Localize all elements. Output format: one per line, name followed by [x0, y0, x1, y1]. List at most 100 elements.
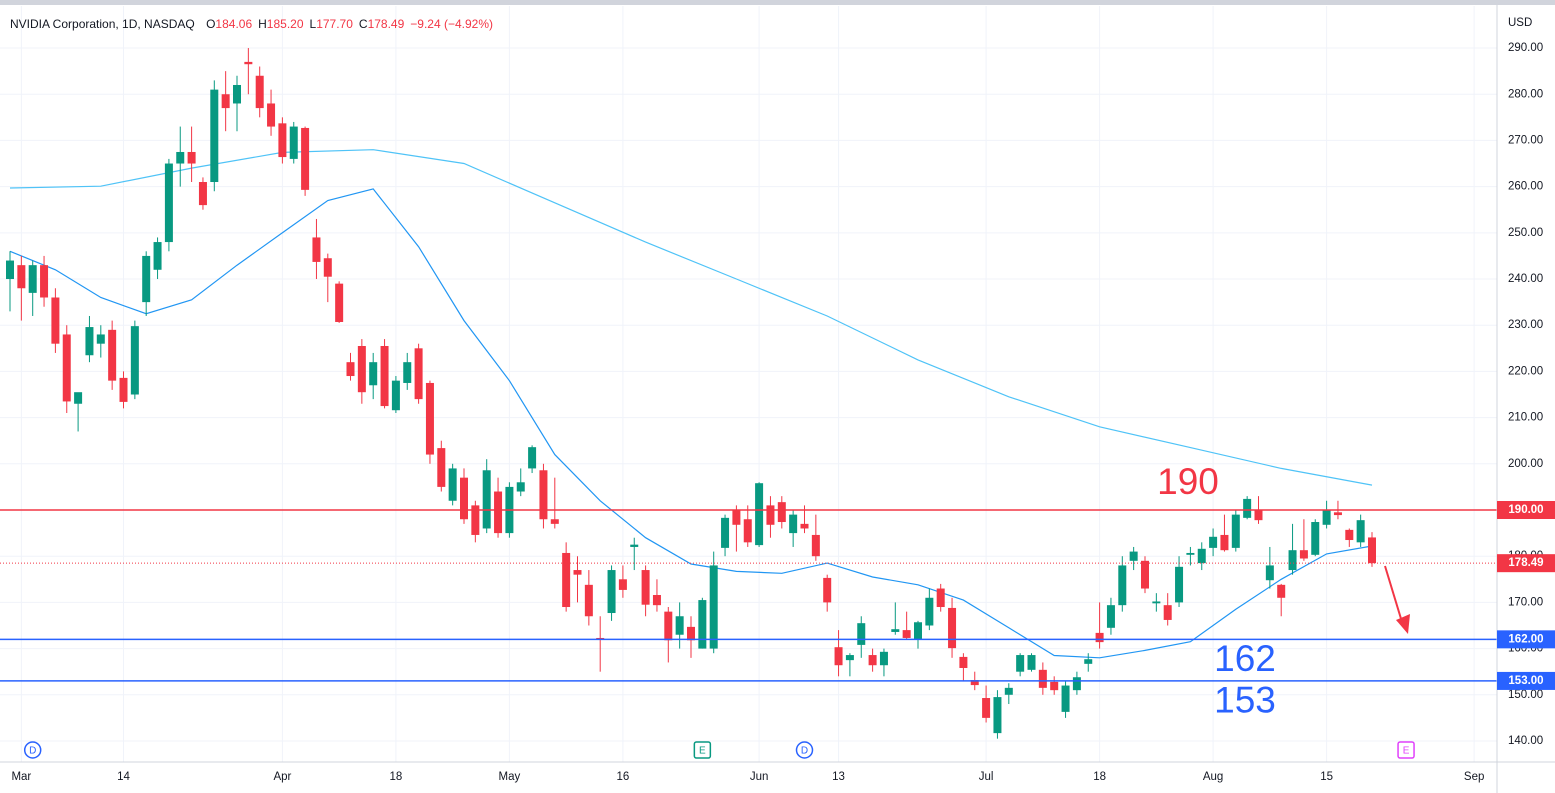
- last-price-label: 178.49: [1508, 557, 1543, 569]
- price-label-box: [1497, 671, 1555, 690]
- quote-key: H: [258, 17, 267, 31]
- candle-body: [732, 510, 741, 525]
- candle-body: [1175, 566, 1184, 603]
- candle-body: [96, 334, 105, 344]
- candle-body: [289, 126, 298, 159]
- candle-body: [1197, 548, 1206, 564]
- candle-body: [834, 647, 843, 666]
- candle-body: [1277, 584, 1286, 598]
- candle-body: [414, 348, 423, 400]
- change: −9.24 (−4.92%): [410, 17, 493, 31]
- candle-body: [1027, 655, 1036, 670]
- x-tick-label: Aug: [1203, 771, 1223, 783]
- candle-body: [1322, 510, 1331, 525]
- x-tick-label: 15: [1320, 771, 1333, 783]
- candle-body: [1356, 520, 1365, 543]
- quote-value: 177.70: [316, 17, 353, 31]
- candle-body: [62, 334, 71, 402]
- candle-body: [857, 623, 866, 645]
- event-label: D: [801, 746, 808, 757]
- candle-body: [471, 505, 480, 535]
- candle-body: [403, 362, 412, 383]
- candle-body: [1004, 687, 1013, 695]
- candle-body: [550, 519, 559, 524]
- quote-value: 178.49: [368, 17, 405, 31]
- candle-body: [936, 588, 945, 608]
- candle-body: [130, 326, 139, 395]
- candle-body: [119, 377, 128, 402]
- candle-body: [1152, 601, 1161, 604]
- event-label: E: [699, 746, 706, 757]
- quote-value: 184.06: [215, 17, 252, 31]
- candle-body: [255, 75, 264, 109]
- candle-body: [425, 382, 434, 455]
- candle-body: [652, 595, 661, 606]
- candle-body: [176, 151, 185, 164]
- candle-body: [789, 514, 798, 534]
- y-tick-label: 170.00: [1508, 596, 1543, 608]
- candle-body: [516, 482, 525, 492]
- candle-body: [1118, 565, 1127, 606]
- candle-body: [1254, 510, 1263, 521]
- candle-body: [755, 483, 764, 546]
- candle-body: [1016, 655, 1025, 672]
- candle-body: [153, 242, 162, 270]
- candle-body: [369, 362, 378, 386]
- candle-body: [562, 552, 571, 608]
- candle-body: [868, 655, 877, 666]
- candle-body: [993, 697, 1002, 734]
- candle-body: [85, 327, 94, 356]
- candle-body: [1050, 681, 1059, 691]
- candle-body: [164, 163, 173, 243]
- candle-body: [1141, 560, 1149, 589]
- candle-body: [584, 584, 593, 617]
- candle-body: [278, 123, 287, 158]
- candle-body: [709, 565, 718, 649]
- x-tick-label: 14: [117, 771, 130, 783]
- event-marker: [693, 741, 712, 759]
- candle-body: [301, 127, 310, 190]
- header: NVIDIA Corporation, 1D, NASDAQ O184.06 H1…: [10, 17, 493, 31]
- candle-body: [777, 502, 786, 523]
- candle-body: [357, 346, 366, 393]
- x-tick-label: 18: [1093, 771, 1106, 783]
- x-tick-label: Sep: [1464, 771, 1484, 783]
- candle-body: [482, 470, 491, 529]
- price-label: 153.00: [1508, 675, 1543, 687]
- candle-body: [437, 448, 446, 487]
- candle-body: [323, 258, 332, 277]
- candle-body: [448, 468, 457, 501]
- candle-body: [1311, 522, 1320, 555]
- arrow-shaft: [1384, 565, 1403, 623]
- candle-body: [1243, 498, 1252, 518]
- candle-body: [539, 470, 548, 520]
- y-tick-label: 210.00: [1508, 412, 1543, 424]
- candle-body: [380, 346, 389, 407]
- candle-body: [823, 577, 832, 603]
- axes: 140.00150.00160.00170.00180.00190.00200.…: [11, 42, 1555, 783]
- candle-body: [335, 283, 344, 322]
- candle-body: [1163, 605, 1172, 620]
- y-tick-label: 260.00: [1508, 181, 1543, 193]
- candle-body: [970, 680, 979, 686]
- y-tick-label: 140.00: [1508, 735, 1543, 747]
- candle-body: [675, 616, 684, 635]
- quote-value: 185.20: [267, 17, 304, 31]
- candle-body: [811, 534, 820, 557]
- event-label: E: [1403, 746, 1410, 757]
- candle-body: [1072, 677, 1081, 691]
- y-tick-label: 240.00: [1508, 273, 1543, 285]
- candle-body: [528, 447, 537, 469]
- candle-body: [17, 265, 26, 289]
- candle-body: [28, 265, 37, 293]
- candle-body: [221, 94, 230, 109]
- top-border: [0, 0, 1555, 5]
- candle-body: [800, 523, 809, 529]
- candle-body: [1061, 685, 1070, 712]
- candle-body: [948, 607, 957, 649]
- x-tick-label: 18: [390, 771, 403, 783]
- candle-body: [494, 491, 503, 534]
